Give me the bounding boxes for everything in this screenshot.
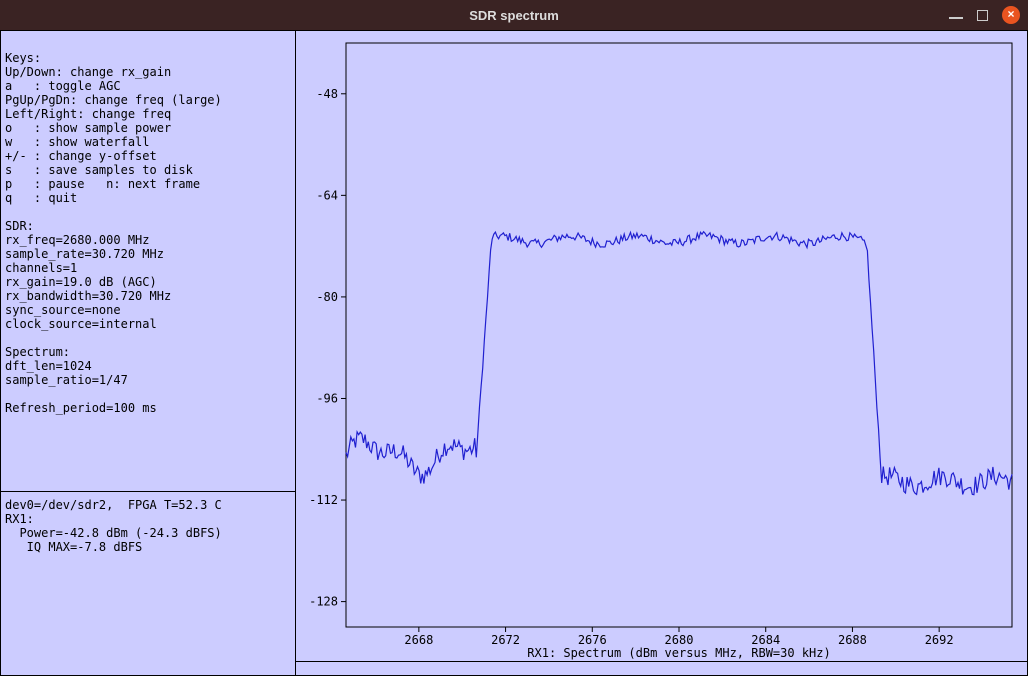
- right-column: -48 -64 -80 -96 -112 -128 2668 2672 2676 2680 2684…: [296, 30, 1028, 676]
- left-column: Keys: Up/Down: change rx_gain a : toggle…: [0, 30, 296, 676]
- info-pane: Keys: Up/Down: change rx_gain a : toggle…: [0, 30, 295, 492]
- svg-text:2688: 2688: [838, 633, 867, 647]
- svg-text:-96: -96: [316, 391, 338, 405]
- svg-text:-80: -80: [316, 290, 338, 304]
- svg-text:2676: 2676: [578, 633, 607, 647]
- svg-text:2680: 2680: [665, 633, 694, 647]
- window-title: SDR spectrum: [469, 8, 559, 23]
- app-body: Keys: Up/Down: change rx_gain a : toggle…: [0, 30, 1028, 676]
- window-titlebar: SDR spectrum ×: [0, 0, 1028, 30]
- bottom-strip: [296, 662, 1028, 676]
- minimize-button[interactable]: [949, 11, 963, 19]
- svg-text:2692: 2692: [925, 633, 954, 647]
- close-button[interactable]: ×: [1002, 6, 1020, 24]
- svg-text:2672: 2672: [491, 633, 520, 647]
- maximize-button[interactable]: [977, 10, 988, 21]
- svg-text:2684: 2684: [751, 633, 780, 647]
- svg-text:-128: -128: [309, 595, 338, 609]
- status-pane: dev0=/dev/sdr2, FPGA T=52.3 C RX1: Power…: [0, 492, 295, 676]
- spectrum-chart: -48 -64 -80 -96 -112 -128 2668 2672 2676 2680 2684…: [296, 30, 1028, 662]
- svg-text:RX1: Spectrum (dBm versus MHz,: RX1: Spectrum (dBm versus MHz, RBW=30 kH…: [527, 646, 830, 660]
- svg-text:-64: -64: [316, 188, 338, 202]
- svg-text:-112: -112: [309, 493, 338, 507]
- svg-text:2668: 2668: [404, 633, 433, 647]
- svg-text:-48: -48: [316, 87, 338, 101]
